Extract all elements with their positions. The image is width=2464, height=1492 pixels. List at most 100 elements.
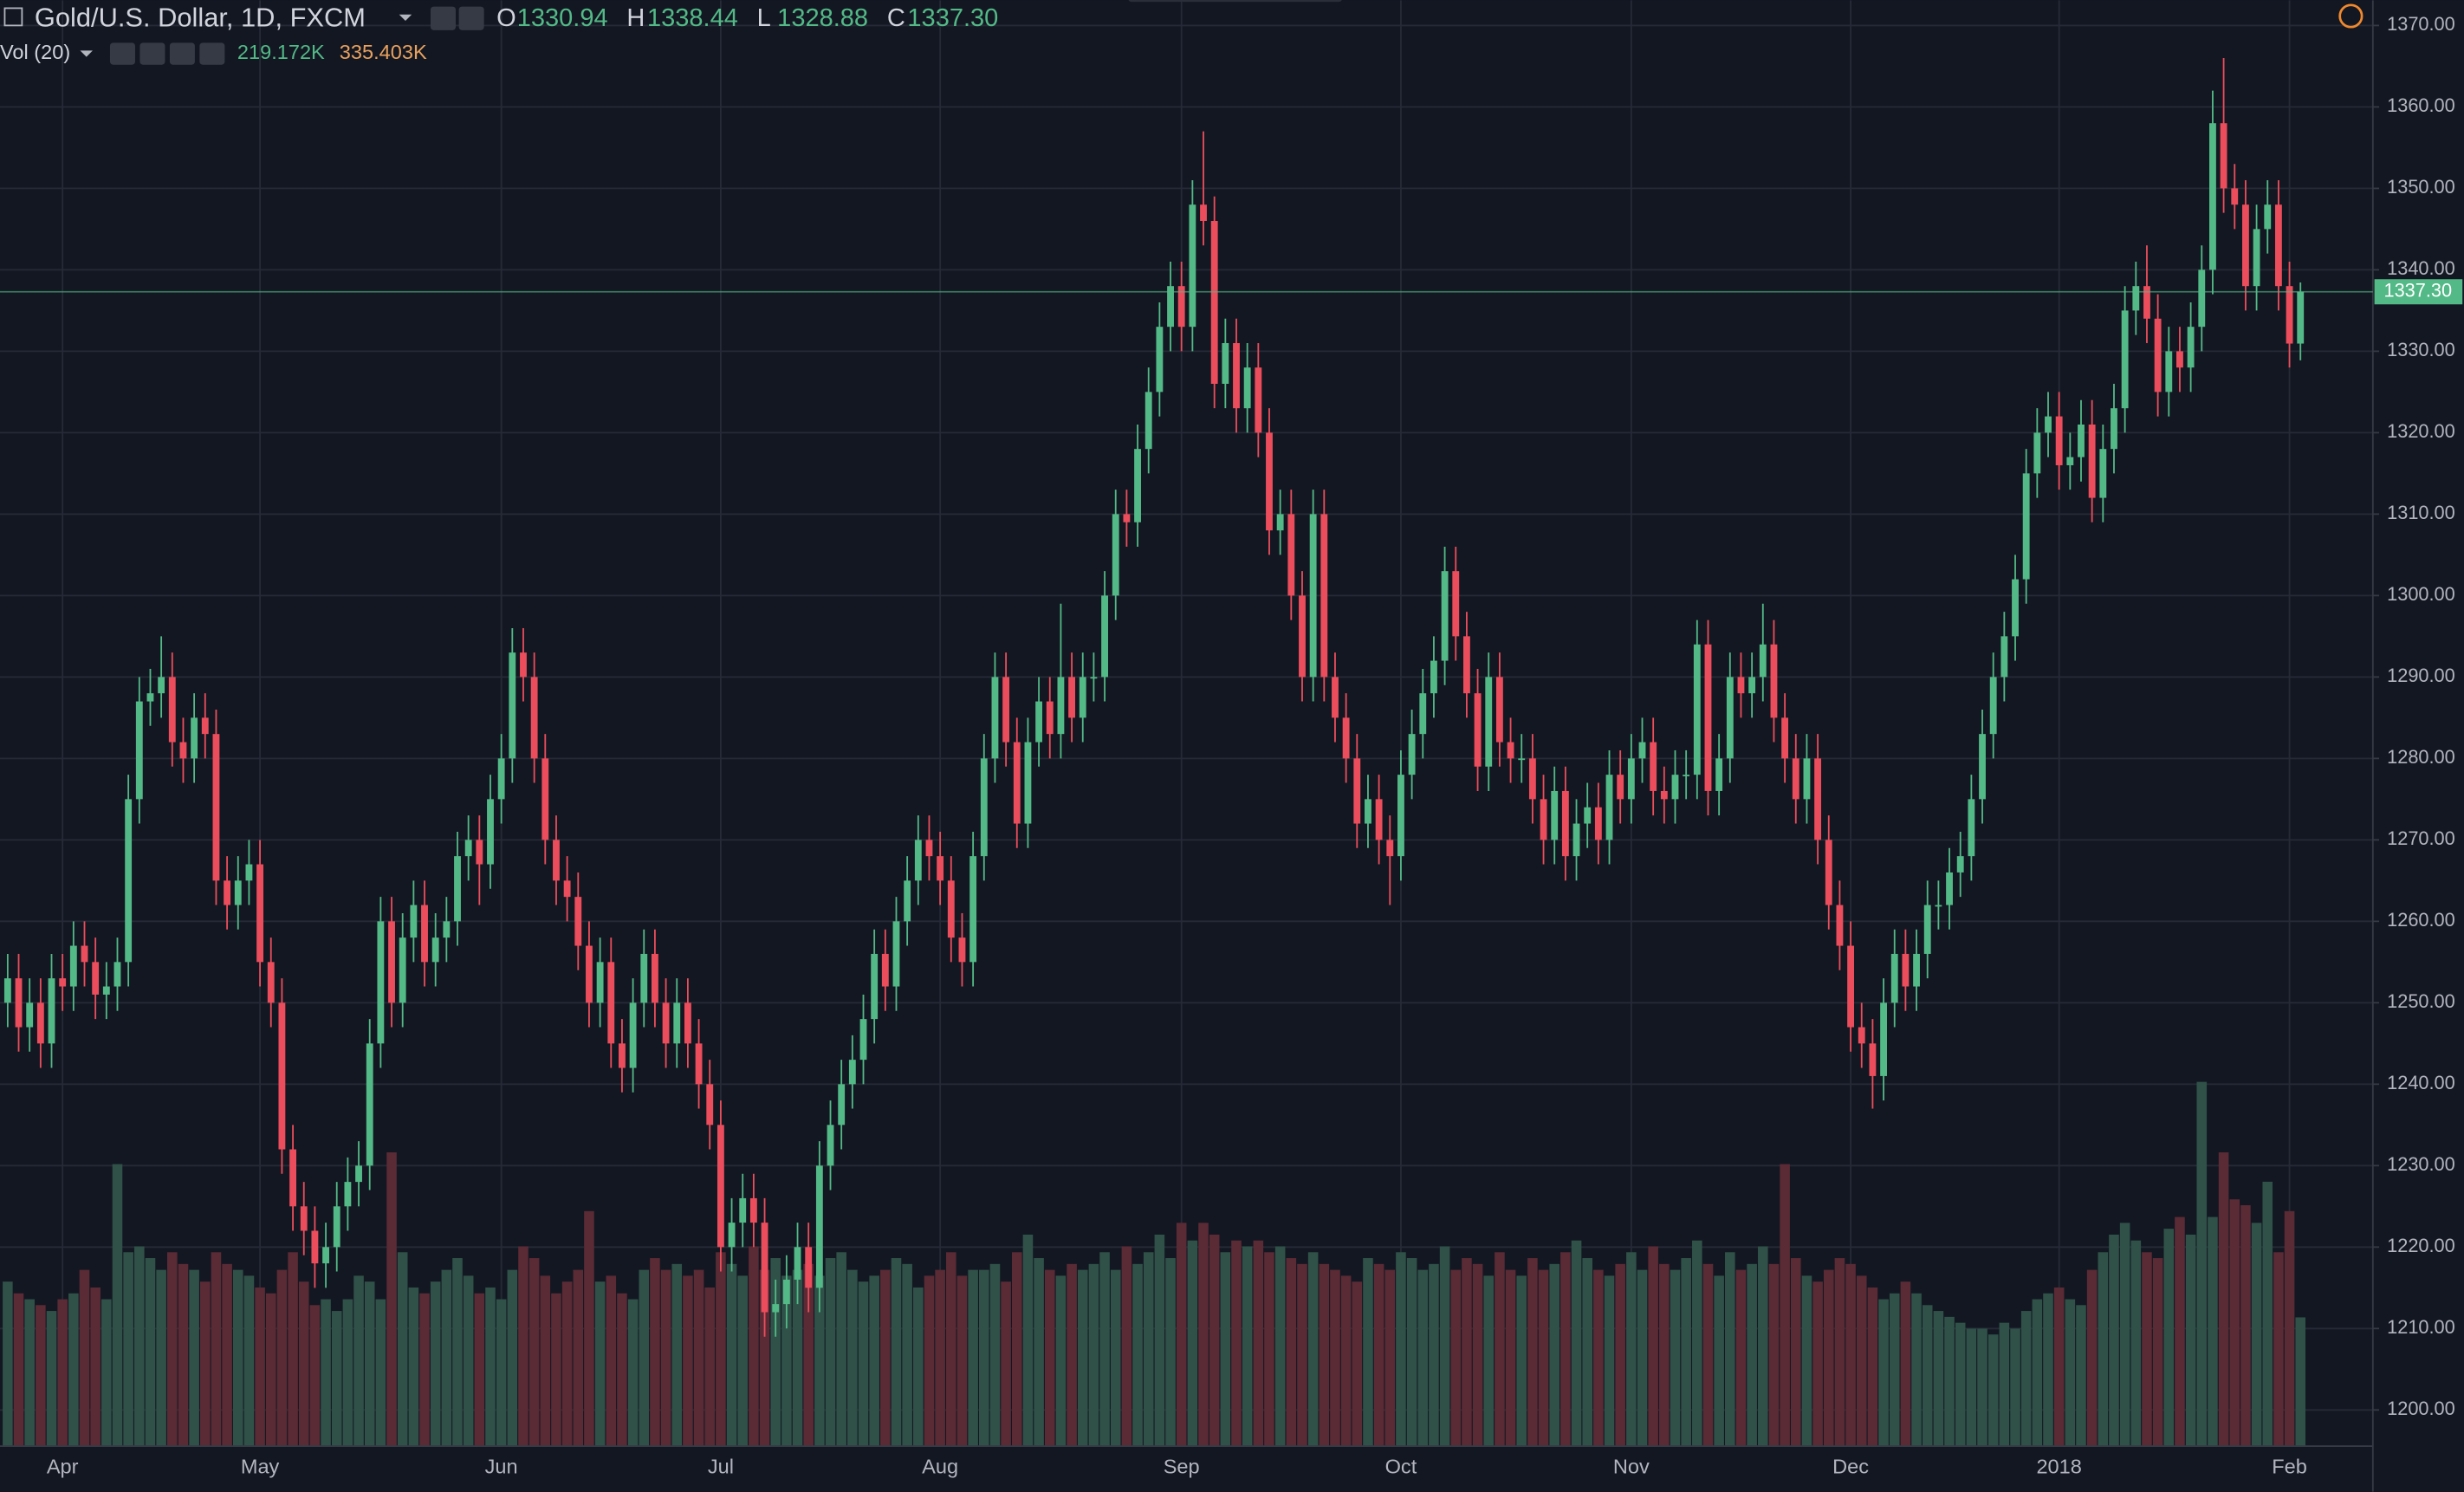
ohlc-key: H	[626, 4, 645, 32]
volume-bar	[90, 1287, 101, 1447]
volume-bar	[288, 1252, 298, 1447]
volume-bar	[540, 1275, 551, 1447]
settings-button[interactable]	[458, 6, 484, 30]
volume-bar	[1209, 1234, 1220, 1447]
candle-body	[749, 1197, 757, 1223]
candle-body	[344, 1182, 352, 1207]
add-button[interactable]	[169, 42, 195, 65]
candle-body	[1946, 872, 1953, 905]
volume-bar	[1483, 1275, 1495, 1447]
volume-bar	[781, 1275, 792, 1447]
volume-bar	[1406, 1258, 1417, 1447]
volume-bar	[1319, 1263, 1330, 1447]
candle-body	[113, 962, 121, 987]
volume-bar	[1472, 1263, 1483, 1447]
candle-body	[289, 1149, 297, 1207]
volume-bar	[2208, 1216, 2218, 1447]
candle-body	[1605, 775, 1613, 840]
volume-bar	[507, 1269, 518, 1447]
candle-body	[541, 758, 549, 840]
volume-bar	[869, 1275, 879, 1447]
alert-icon[interactable]	[2338, 3, 2363, 29]
candle-body	[1836, 905, 1844, 946]
volume-bar	[309, 1305, 321, 1447]
candle-body	[1013, 742, 1021, 824]
y-tick-label: 1370.00	[2387, 13, 2455, 35]
candle-body	[2078, 424, 2085, 457]
volume-bar	[1055, 1275, 1067, 1447]
candle-body	[1704, 644, 1712, 791]
candle-body	[59, 978, 67, 987]
candle-body	[1561, 790, 1569, 857]
y-tick-label: 1320.00	[2387, 420, 2455, 442]
candle-body	[1332, 677, 1339, 718]
volume-bar	[2119, 1223, 2130, 1447]
volume-bar	[1439, 1246, 1450, 1447]
volume-bar	[880, 1269, 891, 1447]
volume-bar	[1143, 1252, 1154, 1447]
dropdown[interactable]	[399, 14, 412, 21]
volume-bar	[1747, 1263, 1757, 1447]
volume-bar	[2240, 1205, 2251, 1447]
volume-value: 219.172K	[237, 41, 325, 63]
y-tick-label: 1230.00	[2387, 1153, 2455, 1175]
top-handle[interactable]	[1128, 0, 1342, 3]
volume-bar	[1538, 1269, 1549, 1447]
volume-bar	[1615, 1263, 1625, 1447]
volume-bar	[156, 1269, 166, 1447]
dropdown[interactable]	[80, 50, 94, 57]
volume-bar	[770, 1258, 781, 1447]
candle-body	[1112, 514, 1119, 596]
candle-body	[92, 962, 100, 995]
eye-button[interactable]	[430, 6, 456, 30]
candle-body	[1759, 644, 1767, 678]
volume-bar	[1604, 1275, 1615, 1447]
volume-bar	[1560, 1252, 1571, 1447]
volume-bar	[123, 1252, 133, 1447]
candle-body	[1507, 742, 1514, 759]
ohlc-key: C	[887, 4, 905, 32]
settings-button[interactable]	[139, 42, 165, 65]
volume-bar	[364, 1281, 375, 1447]
candle-body	[871, 953, 879, 1020]
y-tick-label: 1310.00	[2387, 502, 2455, 523]
volume-bar	[2142, 1252, 2152, 1447]
volume-bar	[2109, 1234, 2119, 1447]
volume-bar	[178, 1263, 189, 1447]
volume-bar	[2043, 1293, 2053, 1447]
candle-body	[366, 1043, 373, 1166]
volume-bar	[2175, 1216, 2185, 1447]
volume-bar	[2163, 1229, 2175, 1447]
candle-body	[201, 717, 209, 735]
candle-body	[1002, 677, 1010, 743]
volume-bar	[1790, 1258, 1801, 1447]
x-tick-label: May	[241, 1456, 280, 1478]
volume-bar	[2086, 1269, 2098, 1447]
candle-body	[191, 717, 198, 759]
volume-bar	[232, 1269, 243, 1447]
volume-bar	[496, 1299, 507, 1447]
candle-body	[1441, 571, 1449, 661]
volume-bar	[716, 1252, 726, 1447]
candle-body	[497, 758, 505, 800]
candle-body	[1189, 204, 1196, 328]
volume-bar	[1922, 1305, 1933, 1447]
candle-body	[2154, 318, 2162, 392]
candle-body	[1584, 807, 1592, 824]
candle-body	[2286, 286, 2293, 344]
volume-bar	[1801, 1275, 1812, 1447]
candle-body	[212, 734, 220, 881]
volume-bar	[1878, 1299, 1889, 1447]
ohlc-value: 1338.44	[647, 4, 738, 32]
eye-button[interactable]	[109, 42, 135, 65]
close-button[interactable]	[199, 42, 225, 65]
candle-body	[2045, 416, 2052, 433]
volume-bar	[167, 1252, 178, 1447]
candle-body	[146, 693, 154, 702]
collapse-icon[interactable]	[3, 7, 23, 27]
volume-bar	[803, 1263, 814, 1447]
candle-body	[1474, 693, 1482, 767]
candle-body	[267, 962, 275, 1003]
candle-body	[1046, 701, 1054, 735]
volume-bar	[946, 1252, 956, 1447]
